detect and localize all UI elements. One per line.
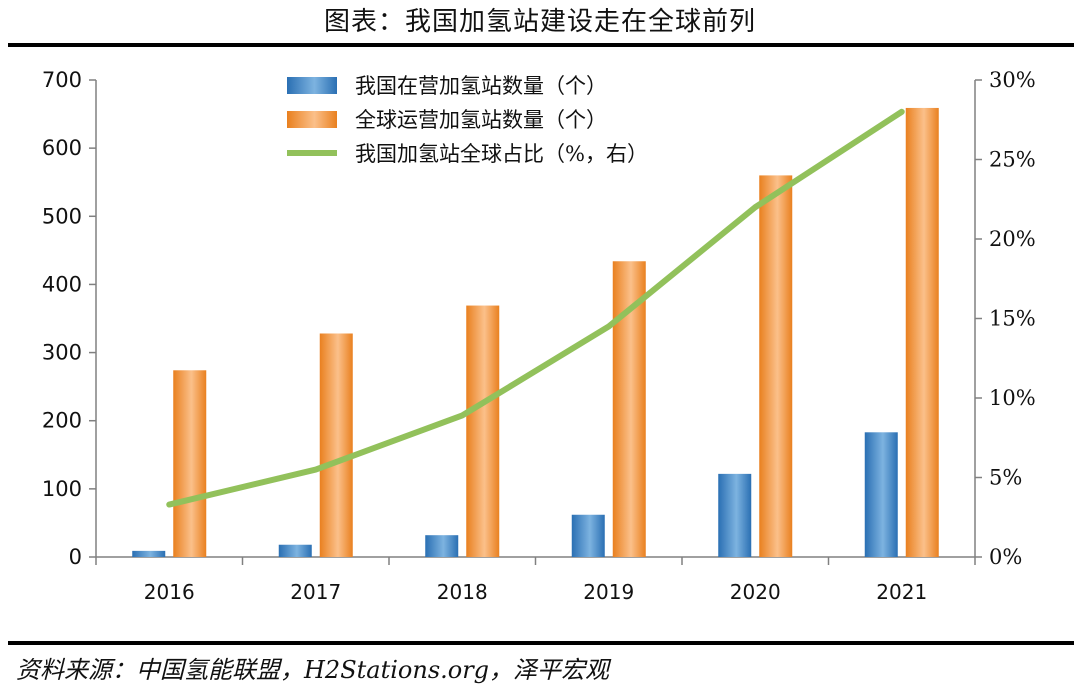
right-axis-tick-label: 25% — [989, 148, 1036, 172]
china-station-bar — [278, 544, 312, 557]
right-axis-tick-label: 30% — [989, 68, 1036, 92]
china-share-point — [607, 325, 610, 328]
left-axis-tick-label: 700 — [42, 68, 82, 92]
legend-layer: 我国在营加氢站数量（个） 全球运营加氢站数量（个） 我国加氢站全球占比（%，右） — [287, 74, 648, 166]
legend-label: 我国加氢站全球占比（%，右） — [355, 142, 648, 166]
x-axis-tick-label: 2016 — [144, 580, 195, 604]
china-share-point — [314, 468, 317, 471]
legend-label: 我国在营加氢站数量（个） — [355, 74, 607, 98]
global-station-bar — [759, 175, 793, 557]
right-axis-tick-label: 15% — [989, 307, 1036, 331]
china-share-point — [461, 414, 464, 417]
china-share-point — [754, 206, 757, 209]
chart-title: 图表：我国加氢站建设走在全球前列 — [323, 7, 756, 37]
left-axis-tick-label: 100 — [42, 477, 82, 501]
axes-layer: 0 100 200 300 400 500 600 700 0% 5% 10% 15% 20% 25% 30… — [42, 68, 1036, 604]
left-axis-tick-label: 0 — [69, 545, 82, 569]
x-axis-tick-label: 2017 — [290, 580, 341, 604]
global-station-bar — [319, 333, 353, 557]
china-station-bar — [718, 473, 752, 557]
x-axis-tick-label: 2019 — [583, 580, 634, 604]
left-axis-tick-label: 600 — [42, 136, 82, 160]
global-station-bar — [466, 305, 500, 557]
global-station-bar — [905, 107, 939, 557]
left-axis-tick-label: 400 — [42, 272, 82, 296]
legend-global-swatch — [287, 111, 337, 128]
bars-layer — [132, 107, 939, 557]
china-station-bar — [425, 535, 459, 557]
left-axis-tick-label: 200 — [42, 409, 82, 433]
x-axis-tick-label: 2018 — [437, 580, 488, 604]
source-note: 资料来源：中国氢能联盟，H2Stations.org，泽平宏观 — [16, 656, 610, 684]
global-station-bar — [612, 261, 646, 557]
left-axis-tick-label: 300 — [42, 341, 82, 365]
left-axis-tick-label: 500 — [42, 204, 82, 228]
china-station-bar — [864, 432, 898, 557]
line-layer — [166, 108, 905, 508]
x-axis-tick-label: 2021 — [876, 580, 927, 604]
right-axis-tick-label: 10% — [989, 386, 1036, 410]
china-station-bar — [571, 514, 605, 557]
x-axis-tick-label: 2020 — [730, 580, 781, 604]
chart-canvas: 0 100 200 300 400 500 600 700 0% 5% 10% 15% 20% 25% 30… — [42, 68, 1036, 604]
china-share-line — [166, 108, 905, 508]
china-share-point — [168, 503, 171, 506]
title-divider — [8, 43, 1074, 47]
right-axis-tick-label: 0% — [989, 545, 1022, 569]
right-axis-tick-label: 5% — [989, 466, 1022, 490]
legend-china-swatch — [287, 77, 337, 94]
global-station-bar — [173, 370, 207, 557]
right-axis-tick-label: 20% — [989, 227, 1036, 251]
china-share-point — [900, 110, 903, 113]
china-station-bar — [132, 550, 166, 557]
source-divider — [8, 641, 1074, 645]
legend-label: 全球运营加氢站数量（个） — [355, 108, 607, 132]
